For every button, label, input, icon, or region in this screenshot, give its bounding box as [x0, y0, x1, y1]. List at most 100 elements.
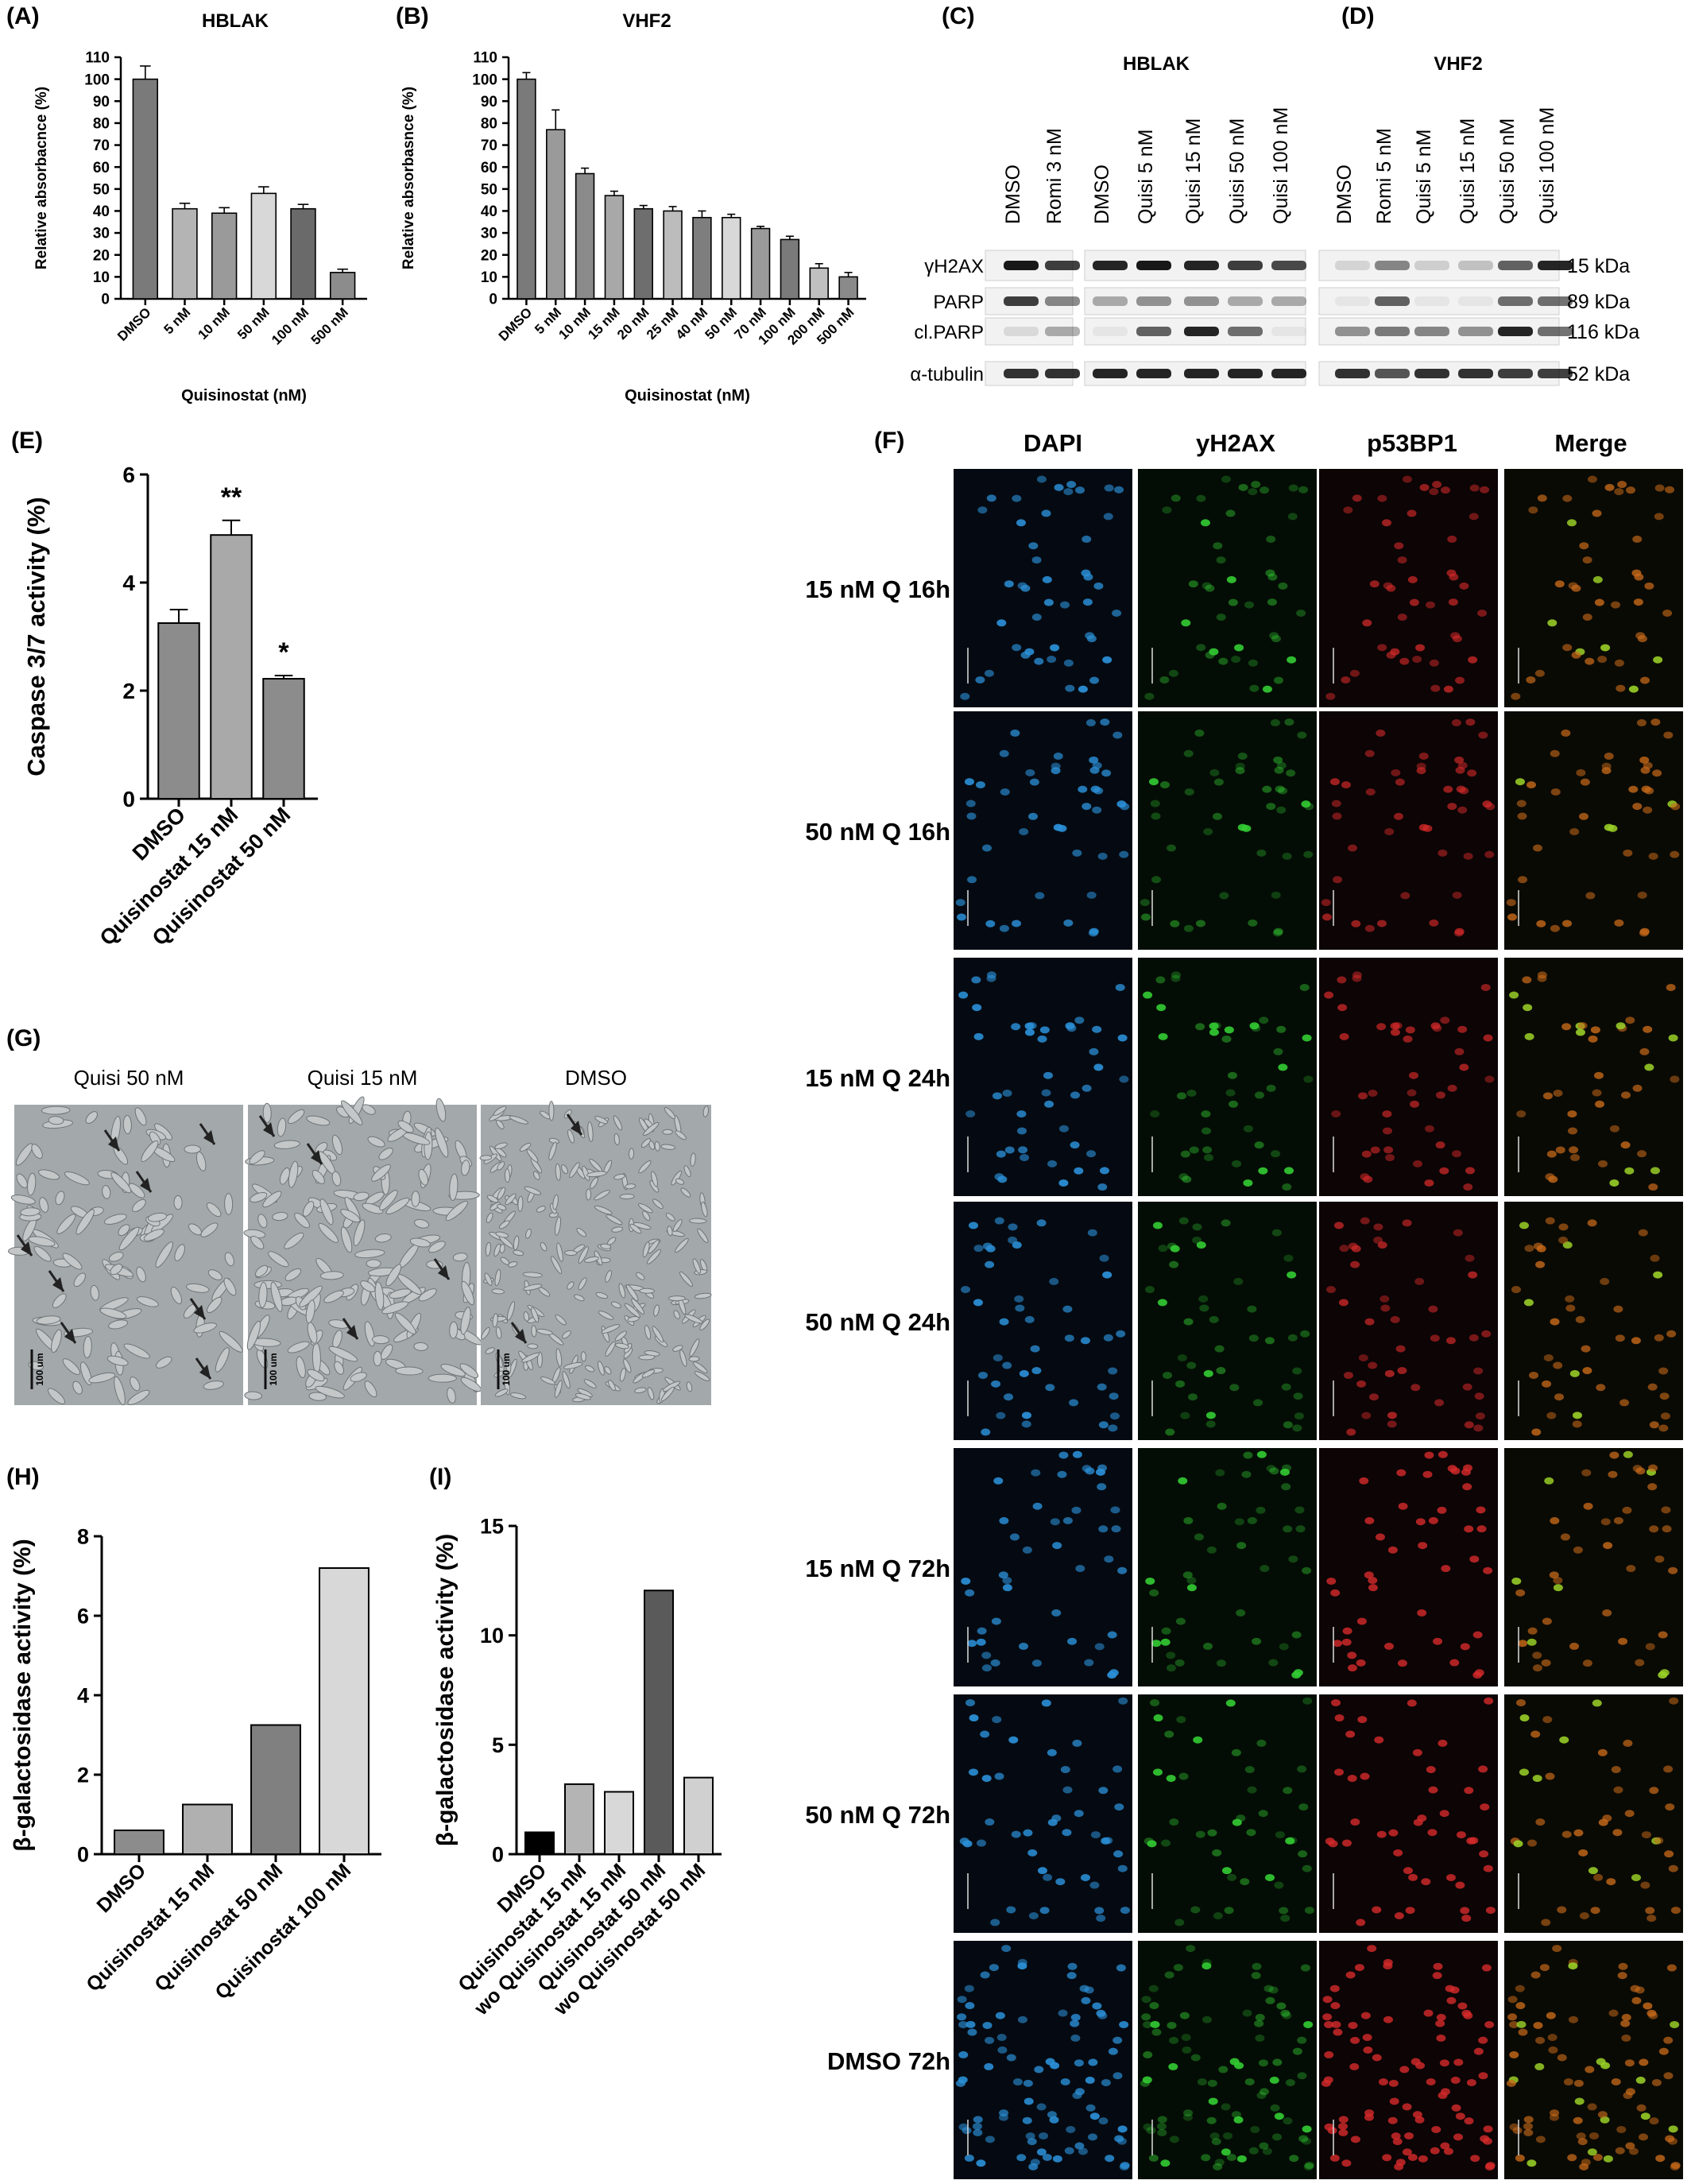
protein-band [1498, 261, 1533, 270]
arrow-head [263, 1122, 274, 1137]
micrograph-image [243, 1096, 482, 1405]
protein-band [1335, 296, 1370, 306]
bar [329, 272, 356, 300]
y-tick-label: 80 [481, 116, 497, 133]
if-row-label: DMSO 72h [827, 2047, 950, 2075]
y-axis-label: Caspase 3/7 activity (%) [22, 497, 50, 776]
if-image-tile [1319, 1448, 1498, 1686]
panel-label-h: (H) [6, 1464, 40, 1490]
panel-label-e: (E) [11, 428, 43, 454]
protein-band [1335, 327, 1370, 336]
y-tick-label: 30 [481, 226, 497, 242]
protein-band [1093, 369, 1128, 378]
if-image-tile [1138, 958, 1317, 1196]
protein-band [1538, 327, 1573, 336]
y-tick-label: 20 [481, 247, 497, 264]
panel-label-c: (C) [942, 3, 975, 29]
arrow-head [438, 1265, 449, 1280]
y-tick-label: 0 [492, 1842, 504, 1866]
protein-band [1004, 369, 1039, 378]
panel-label-a: (A) [6, 3, 40, 29]
blot-strip [1084, 287, 1306, 316]
if-column-label: DAPI [1023, 429, 1082, 457]
panel-label-b: (B) [396, 3, 429, 29]
y-tick-label: 2 [122, 679, 135, 703]
protein-band [1414, 296, 1449, 306]
y-tick-label: 10 [93, 269, 110, 286]
molecular-weight-label: 116 kDa [1567, 321, 1639, 343]
arrow-head [21, 1241, 32, 1256]
y-axis-label: β-galactosidase activity (%) [10, 1539, 36, 1851]
protein-band [1271, 261, 1306, 270]
if-image-tile [1504, 1448, 1683, 1686]
chart-title: VHF2 [622, 10, 671, 32]
protein-band [1498, 369, 1533, 378]
significance-marker: * [278, 637, 289, 668]
lane-label: Quisi 15 nM [1457, 118, 1479, 224]
y-tick-label: 110 [85, 50, 110, 67]
blot-row-label: PARP [933, 292, 984, 313]
y-tick-label: 0 [122, 787, 135, 811]
bar [683, 1776, 714, 1855]
micrograph-image [479, 1101, 712, 1405]
y-tick-label: 0 [77, 1842, 89, 1866]
bar [644, 1590, 674, 1856]
protein-band [1335, 369, 1370, 378]
if-row-label: 50 nM Q 72h [805, 1801, 950, 1829]
y-tick-label: 4 [77, 1683, 89, 1707]
protein-band [1458, 327, 1493, 336]
y-tick-label: 100 [472, 72, 497, 88]
protein-band [1136, 369, 1171, 378]
lane-label: Quisi 100 nM [1270, 107, 1292, 224]
blot-c-title: HBLAK [1123, 53, 1190, 75]
micrograph-column-label: Quisi 15 nM [308, 1066, 418, 1090]
protein-band [1136, 261, 1171, 270]
if-image-tile [954, 1202, 1132, 1440]
panel-label-f: (F) [874, 428, 905, 454]
y-tick-label: 10 [480, 1624, 504, 1648]
protein-band [1271, 327, 1306, 336]
molecular-weight-label: 52 kDa [1567, 363, 1630, 385]
protein-band [1414, 327, 1449, 336]
arrow-head [140, 1178, 151, 1192]
lane-label: Quisi 5 nM [1135, 130, 1157, 224]
protein-band [1045, 327, 1080, 336]
y-tick-label: 15 [480, 1514, 504, 1538]
if-column-label: p53BP1 [1367, 429, 1457, 457]
y-tick-label: 5 [492, 1733, 504, 1757]
protein-band [1375, 369, 1410, 378]
protein-band [1228, 261, 1263, 270]
if-image-tile [1319, 711, 1498, 950]
lane-label: Quisi 100 nM [1536, 107, 1558, 224]
if-image-tile [954, 1448, 1132, 1686]
blot-d-title: VHF2 [1434, 53, 1482, 75]
if-image-tile [1138, 711, 1317, 950]
if-image-tile [954, 1941, 1132, 2179]
protein-band [1004, 296, 1039, 306]
blot-row-label: α-tubulin [910, 364, 984, 385]
arrow-head [515, 1329, 526, 1343]
y-tick-label: 100 [84, 72, 110, 88]
y-tick-label: 40 [481, 203, 497, 220]
protein-band [1228, 369, 1263, 378]
y-tick-label: 50 [481, 181, 497, 198]
y-tick-label: 30 [93, 226, 110, 242]
y-tick-label: 6 [77, 1604, 89, 1628]
protein-band [1375, 327, 1410, 336]
y-tick-label: 40 [93, 203, 110, 220]
lane-label: Quisi 15 nM [1182, 118, 1205, 224]
protein-band [1335, 261, 1370, 270]
protein-band [1375, 296, 1410, 306]
arrow-head [64, 1329, 75, 1343]
if-row-label: 15 nM Q 16h [805, 575, 950, 603]
y-axis-label: β-galactosidase activity (%) [432, 1534, 459, 1846]
if-image-tile [1319, 958, 1498, 1196]
lane-label: Romi 5 nM [1373, 128, 1395, 224]
lane-label: DMSO [1002, 165, 1024, 224]
if-column-label: Merge [1554, 429, 1627, 457]
if-image-tile [1504, 469, 1683, 707]
